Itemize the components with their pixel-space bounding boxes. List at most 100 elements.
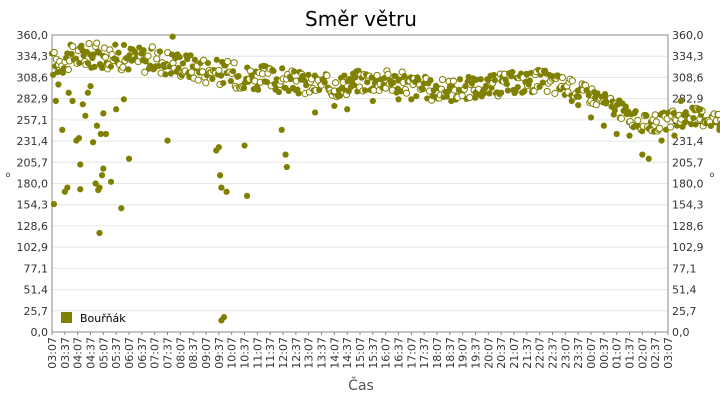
- data-point: [551, 89, 559, 97]
- data-point: [323, 71, 331, 80]
- x-tick-label: 06:07: [123, 337, 136, 369]
- data-point: [539, 79, 546, 86]
- data-point: [50, 201, 58, 208]
- data-point: [98, 172, 106, 179]
- data-point: [69, 42, 77, 51]
- data-point: [666, 123, 675, 131]
- y-tick-label: 180,0: [672, 178, 704, 191]
- data-point: [402, 89, 411, 97]
- x-tick-label: 09:07: [200, 337, 213, 369]
- data-point: [707, 122, 714, 130]
- data-point: [241, 142, 248, 149]
- x-tick-label: 22:07: [534, 337, 547, 369]
- data-point: [215, 66, 223, 74]
- y-tick-label: 282,9: [672, 93, 704, 106]
- x-axis-label: Čas: [348, 376, 374, 394]
- data-point: [230, 59, 238, 67]
- data-point: [568, 97, 575, 105]
- data-point: [336, 92, 344, 99]
- x-tick-label: 23:37: [572, 337, 585, 369]
- data-point: [632, 108, 639, 115]
- y-tick-label: 128,6: [17, 220, 49, 233]
- data-point: [446, 84, 453, 91]
- data-point: [384, 70, 392, 78]
- data-point: [118, 205, 125, 212]
- y-tick-label: 231,4: [17, 135, 49, 148]
- data-point: [227, 77, 234, 85]
- data-point: [449, 77, 458, 85]
- data-point: [64, 184, 71, 191]
- y-tick-label: 308,6: [17, 71, 49, 84]
- data-point: [413, 93, 420, 100]
- data-point: [477, 76, 484, 83]
- data-point: [341, 72, 348, 79]
- data-point: [480, 90, 488, 97]
- x-tick-label: 14:37: [341, 337, 354, 369]
- data-point: [600, 122, 607, 129]
- data-point: [651, 111, 659, 119]
- y-tick-label: 25,7: [24, 305, 49, 318]
- data-point: [96, 229, 103, 237]
- data-point: [218, 184, 225, 191]
- y-tick-label: 51,4: [24, 284, 49, 297]
- x-tick-label: 14:07: [328, 337, 341, 369]
- data-point: [176, 53, 183, 61]
- data-point: [321, 79, 328, 86]
- data-point: [240, 84, 248, 92]
- data-point: [472, 89, 479, 96]
- data-point: [677, 97, 684, 105]
- data-point: [285, 87, 292, 95]
- data-point: [223, 188, 230, 195]
- data-point: [611, 107, 618, 114]
- y-axis-label-right: °: [709, 171, 716, 187]
- x-tick-label: 02:37: [649, 337, 662, 369]
- data-point: [295, 90, 302, 97]
- data-point: [617, 114, 626, 123]
- legend[interactable]: Bouřňák: [61, 312, 126, 325]
- data-point: [509, 68, 516, 76]
- x-tick-label: 18:07: [431, 337, 444, 369]
- y-tick-label: 231,4: [672, 135, 704, 148]
- data-point: [503, 80, 510, 88]
- data-point: [526, 77, 533, 84]
- data-point: [69, 97, 76, 105]
- data-point: [331, 102, 338, 110]
- data-point: [390, 79, 397, 86]
- data-point: [59, 126, 66, 133]
- y-tick-label: 308,6: [672, 71, 704, 84]
- data-point: [84, 89, 92, 96]
- x-tick-label: 20:07: [482, 337, 495, 369]
- data-point: [658, 137, 665, 144]
- data-point: [107, 63, 115, 70]
- x-tick-label: 03:07: [46, 337, 59, 369]
- data-point: [622, 103, 629, 110]
- data-point: [332, 79, 340, 87]
- data-point: [543, 87, 551, 96]
- data-point: [76, 59, 83, 67]
- data-point: [65, 89, 72, 96]
- data-point: [107, 178, 115, 185]
- data-points: [48, 33, 720, 324]
- data-point: [655, 124, 664, 132]
- x-tick-label: 16:37: [393, 337, 406, 369]
- data-point: [141, 68, 149, 76]
- data-point: [392, 73, 399, 80]
- data-point: [639, 151, 646, 158]
- data-point: [85, 39, 93, 48]
- data-point: [93, 122, 101, 129]
- x-tick-label: 19:37: [470, 337, 483, 369]
- data-point: [102, 130, 109, 138]
- data-point: [101, 53, 110, 61]
- x-tick-label: 15:07: [354, 337, 367, 369]
- x-tick-label: 10:37: [239, 337, 252, 369]
- x-tick-label: 05:37: [110, 337, 123, 369]
- data-point: [491, 77, 498, 84]
- data-point: [443, 93, 450, 100]
- data-point: [200, 56, 208, 64]
- data-point: [344, 106, 351, 113]
- data-point: [82, 112, 89, 119]
- x-tick-label: 18:37: [444, 337, 457, 369]
- data-point: [213, 56, 220, 63]
- data-point: [55, 81, 62, 88]
